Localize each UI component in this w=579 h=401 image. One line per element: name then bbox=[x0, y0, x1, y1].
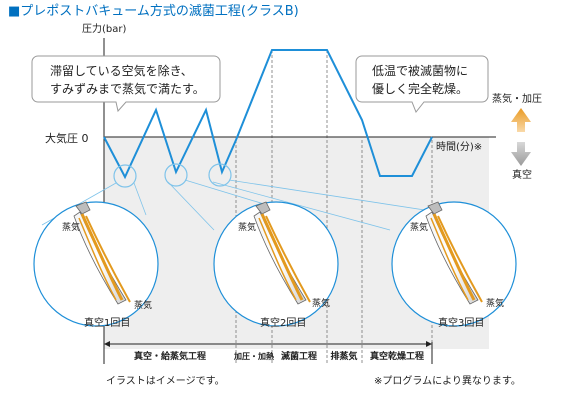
handpiece-1-steam-top: 蒸気 bbox=[62, 221, 80, 233]
handpiece-3-steam-bottom: 蒸気 bbox=[486, 297, 504, 309]
handpiece-2-label: 真空2回目 bbox=[260, 316, 306, 329]
handpiece-1-steam-bottom: 蒸気 bbox=[134, 299, 152, 311]
handpiece-3-label: 真空3回目 bbox=[438, 316, 484, 329]
phase-vacuum-steam: 真空・給蒸気工程 bbox=[134, 350, 206, 362]
page-title: ■プレポストバキューム方式の滅菌工程(クラスB) bbox=[8, 3, 299, 19]
footer-note-left: イラストはイメージです。 bbox=[106, 375, 225, 387]
handpiece-1-label: 真空1回目 bbox=[84, 316, 130, 329]
vacuum-down-arrow bbox=[511, 142, 531, 166]
phase-pressurize-heat: 加圧・加熱 bbox=[233, 351, 274, 361]
footer-note-right: ※プログラムにより異なります。 bbox=[374, 374, 521, 387]
callout-right-line2: 優しく完全乾燥。 bbox=[372, 81, 468, 96]
phase-sterilize: 滅菌工程 bbox=[281, 350, 317, 362]
vacuum-markers bbox=[113, 163, 232, 188]
phase-vacuum-dry: 真空乾燥工程 bbox=[370, 350, 424, 362]
handpiece-illustration-3: 蒸気 蒸気 真空3回目 bbox=[391, 201, 517, 329]
callout-right-line1: 低温で被滅菌物に bbox=[372, 64, 468, 78]
callout-left: 滞留している空気を除き、 すみずみまで蒸気で満たす。 bbox=[31, 55, 221, 113]
handpiece-2-steam-top: 蒸気 bbox=[238, 221, 256, 233]
baseline-label: 大気圧 0 bbox=[45, 131, 89, 145]
pressure-curve bbox=[103, 49, 433, 180]
x-axis-label: 時間(分)※ bbox=[436, 141, 482, 153]
handpiece-2-steam-bottom: 蒸気 bbox=[312, 297, 330, 309]
handpiece-illustration-2: 蒸気 蒸気 真空2回目 bbox=[213, 201, 339, 329]
callout-right: 低温で被滅菌物に 優しく完全乾燥。 bbox=[355, 55, 489, 113]
down-label: 真空 bbox=[512, 168, 532, 181]
y-axis-label: 圧力(bar) bbox=[82, 22, 126, 35]
handpiece-3-steam-top: 蒸気 bbox=[410, 221, 428, 233]
pressure-up-arrow bbox=[511, 108, 531, 132]
phase-timeline: 真空・給蒸気工程 加圧・加熱 滅菌工程 排蒸気 真空乾燥工程 bbox=[103, 341, 433, 364]
callout-left-line1: 滞留している空気を除き、 bbox=[50, 63, 193, 78]
callout-left-line2: すみずみまで蒸気で満たす。 bbox=[50, 81, 205, 96]
phase-exhaust: 排蒸気 bbox=[330, 350, 357, 362]
handpiece-illustration-1: 蒸気 蒸気 真空1回目 bbox=[33, 201, 159, 329]
up-label: 蒸気・加圧 bbox=[492, 92, 542, 105]
